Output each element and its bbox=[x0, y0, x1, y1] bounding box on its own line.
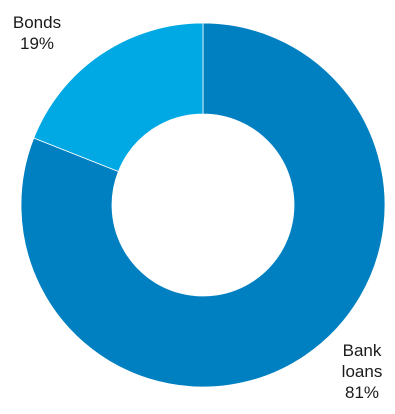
slice-label-bonds: Bonds 19% bbox=[2, 12, 72, 54]
slice-label-bonds-percent: 19% bbox=[19, 34, 55, 53]
slice-bank-loans bbox=[20, 22, 386, 388]
slice-label-bonds-name: Bonds bbox=[12, 13, 62, 32]
slice-label-bank-loans: Bank loans 81% bbox=[334, 340, 390, 403]
slice-bonds bbox=[33, 22, 204, 173]
slice-label-bank-loans-percent: 81% bbox=[344, 383, 380, 402]
slice-label-bank-loans-name-line1: Bank bbox=[342, 341, 382, 360]
slice-label-bank-loans-name-line2: loans bbox=[341, 362, 383, 381]
